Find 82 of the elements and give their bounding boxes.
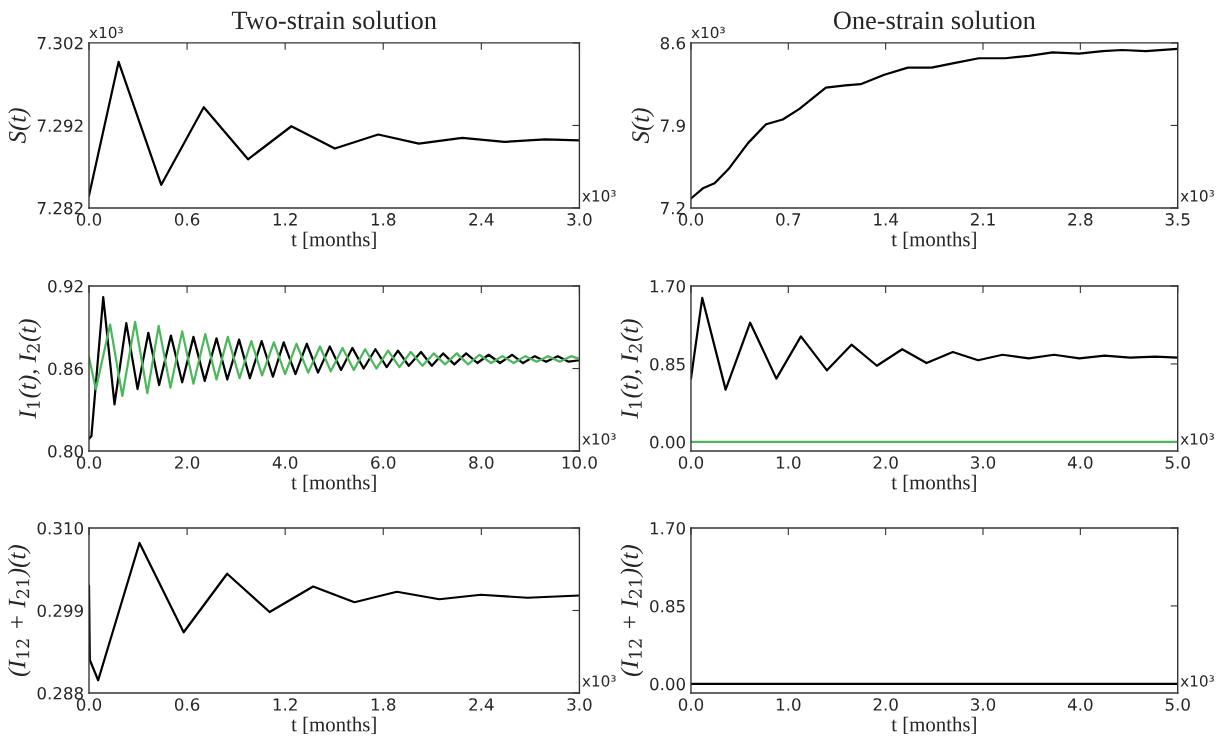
x-tick-label: 3.0	[567, 698, 592, 711]
line-series	[89, 295, 580, 440]
x-axis-title: t [months]	[291, 231, 376, 249]
x-tick-label: 2.4	[469, 213, 494, 226]
y-axis-title: S(t)	[631, 108, 655, 144]
y-tick-label: 7.292	[37, 119, 83, 132]
chart-title: One-strain solution	[833, 10, 1036, 30]
y-tick-label: 0.299	[37, 604, 83, 618]
x-tick-label: 8.0	[469, 456, 494, 469]
x-axis-title: t [months]	[291, 716, 376, 735]
x-tick-label: 4.0	[1067, 698, 1093, 711]
y-tick-label: 0.92	[48, 279, 83, 293]
y-tick-label: 1.70	[650, 521, 686, 535]
text: x10³	[89, 26, 123, 39]
text: x10³	[582, 433, 616, 445]
x-tick-label: 1.2	[273, 213, 297, 226]
y-tick-label: 1.70	[650, 279, 686, 293]
x-tick-label: 0.6	[174, 698, 200, 711]
y-tick-label: 7.2	[660, 201, 685, 215]
line-series	[89, 541, 580, 682]
y-tick-label: 0.85	[650, 357, 685, 371]
x-tick-label: 1.8	[371, 698, 396, 711]
y-axis-title: I$_{1}$(t), I$_{2}$(t)	[18, 319, 42, 419]
x-tick-label: 3.0	[971, 456, 996, 469]
x-tick-label: 2.8	[1068, 213, 1093, 226]
x-tick-label: 0.0	[678, 213, 704, 226]
y-axis-title: (I$_{12}$ + I$_{21}$)(t)	[7, 545, 31, 676]
text: x10³	[582, 675, 616, 687]
x-tick-label: 0.6	[174, 213, 200, 226]
x-tick-label: 1.2	[273, 698, 297, 711]
x-tick-label: 0.7	[776, 213, 801, 226]
y-tick-label: 0.310	[37, 521, 84, 535]
x-tick-label: 4.0	[1067, 456, 1093, 469]
x-tick-label: 0.0	[678, 456, 704, 469]
y-tick-label: 0.288	[37, 686, 84, 700]
line-series	[690, 296, 1178, 391]
x-tick-label: 3.0	[971, 698, 996, 711]
x-axis-title: t [months]	[291, 474, 376, 493]
text: x10³	[582, 190, 616, 202]
y-axis-title: (I$_{12}$ + I$_{21}$)(t)	[620, 545, 644, 676]
x-tick-label: 1.4	[874, 213, 898, 226]
x-tick-label: 0.0	[76, 456, 102, 469]
chart-title: Two-strain solution	[231, 10, 437, 30]
y-tick-label: 7.282	[37, 201, 83, 215]
x-tick-label: 0.0	[76, 698, 102, 711]
x-tick-label: 2.0	[175, 456, 200, 469]
y-tick-label: 7.302	[37, 36, 83, 50]
y-tick-label: 0.80	[48, 444, 84, 458]
x-tick-label: 2.4	[469, 698, 494, 711]
x-tick-label: 5.0	[1165, 456, 1190, 469]
x-tick-label: 2.0	[873, 456, 898, 469]
x-axis-title: t [months]	[891, 474, 976, 493]
y-tick-label: 0.86	[48, 362, 84, 376]
x-axis-title: t [months]	[891, 716, 976, 735]
x-axis-title: t [months]	[891, 231, 976, 249]
text: x10³	[1180, 190, 1214, 202]
x-tick-label: 2.0	[873, 698, 898, 711]
x-tick-label: 6.0	[371, 456, 396, 469]
y-axis-title: S(t)	[8, 108, 31, 144]
line-series	[690, 47, 1178, 200]
x-tick-label: 4.0	[272, 456, 298, 469]
text: x10³	[1180, 433, 1214, 445]
y-tick-label: 8.6	[660, 36, 686, 50]
x-tick-label: 1.0	[776, 698, 801, 711]
x-tick-label: 2.1	[970, 213, 995, 226]
y-axis-title: I$_{1}$(t), I$_{2}$(t)	[620, 319, 644, 419]
x-tick-label: 1.0	[776, 456, 801, 469]
x-tick-label: 3.0	[567, 213, 592, 226]
x-tick-label: 5.0	[1165, 698, 1190, 711]
text: x10³	[1180, 675, 1214, 687]
line-series	[89, 320, 580, 398]
y-tick-label: 7.9	[660, 119, 685, 132]
y-tick-label: 0.00	[650, 677, 686, 691]
text: x10³	[691, 26, 725, 39]
y-tick-label: 0.85	[650, 599, 685, 613]
x-tick-label: 0.0	[76, 213, 102, 226]
y-tick-label: 0.00	[650, 435, 686, 449]
line-series	[89, 60, 580, 197]
x-tick-label: 3.5	[1165, 213, 1190, 226]
x-tick-label: 0.0	[678, 698, 704, 711]
x-tick-label: 1.8	[371, 213, 396, 226]
x-tick-label: 10.0	[562, 456, 597, 469]
